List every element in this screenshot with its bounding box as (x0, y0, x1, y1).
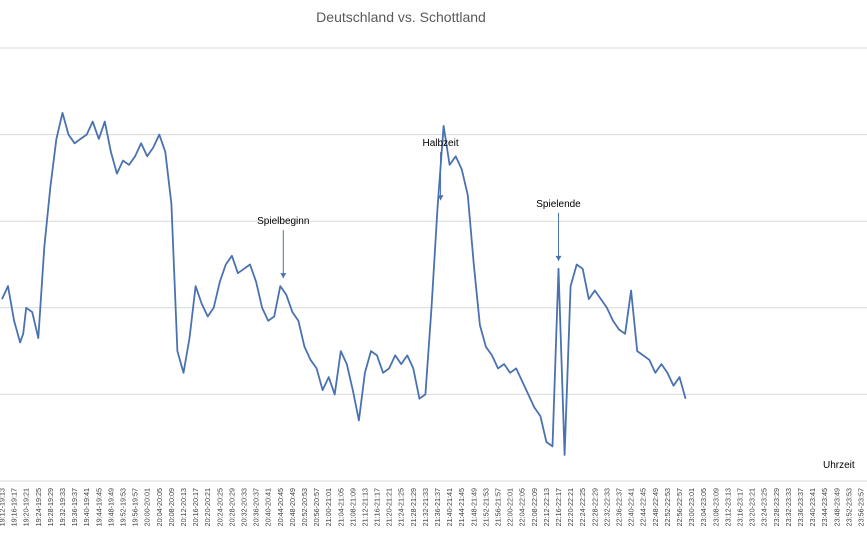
x-tick-label: 19:56-19:57 (131, 488, 140, 526)
x-tick-label: 23:08-23:09 (711, 488, 720, 526)
x-tick-label: 20:16-20:17 (191, 488, 200, 526)
x-tick-label: 23:16-23:17 (736, 488, 745, 526)
series-line (1, 112, 687, 456)
x-tick-label: 23:04-23:05 (699, 488, 708, 526)
x-tick-label: 21:52-21:53 (481, 488, 490, 526)
x-tick-label: 23:48-23:49 (832, 488, 841, 526)
x-tick-label: 21:24-21:25 (397, 488, 406, 526)
x-tick-label: 19:48-19:49 (106, 488, 115, 526)
x-tick-label: 23:36-23:37 (796, 488, 805, 526)
x-tick-label: 19:44-19:45 (94, 488, 103, 526)
x-tick-label: 20:12-20:13 (179, 488, 188, 526)
x-tick-label: 20:32-20:33 (240, 488, 249, 526)
annotation-arrowhead (280, 273, 287, 279)
x-tick-label: 21:32-21:33 (421, 488, 430, 526)
x-tick-label: 22:52-22:53 (663, 488, 672, 526)
x-tick-label: 20:24-20:25 (215, 488, 224, 526)
annotations: Spielbeginn Halbzeit Spielende (257, 138, 581, 279)
x-tick-label: 22:56-22:57 (675, 488, 684, 526)
x-tick-label: 23:44-23:45 (820, 488, 829, 526)
x-tick-label: 21:20-21:21 (385, 488, 394, 526)
x-tick-label: 21:08-21:09 (348, 488, 357, 526)
x-tick-label: 19:36-19:37 (70, 488, 79, 526)
x-tick-label: 19:24-19:25 (34, 488, 43, 526)
annotation-label: Spielbeginn (257, 216, 309, 227)
annotation-arrowhead (437, 195, 444, 201)
x-tick-label: 21:56-21:57 (494, 488, 503, 526)
x-tick-label: 21:36-21:37 (433, 488, 442, 526)
x-tick-label: 20:04-20:05 (155, 488, 164, 526)
x-tick-label: 19:28-19:29 (46, 488, 55, 526)
x-tick-label: 22:08-22:09 (530, 488, 539, 526)
x-tick-label: 21:48-21:49 (469, 488, 478, 526)
x-tick-label: 22:28-22:29 (590, 488, 599, 526)
annotation-label: Spielende (536, 199, 581, 210)
x-tick-label: 22:32-22:33 (602, 488, 611, 526)
chart-title: Deutschland vs. Schottland (316, 9, 486, 25)
x-tick-label: 22:20-22:21 (566, 488, 575, 526)
x-tick-label: 20:28-20:29 (227, 488, 236, 526)
x-tick-label: 23:32-23:33 (784, 488, 793, 526)
x-tick-label: 21:44-21:45 (457, 488, 466, 526)
x-tick-label: 20:08-20:09 (167, 488, 176, 526)
x-tick-label: 20:40-20:41 (264, 488, 273, 526)
x-tick-label: 23:40-23:41 (808, 488, 817, 526)
x-tick-label: 23:00-23:01 (687, 488, 696, 526)
annotation-label: Halbzeit (422, 138, 458, 149)
x-axis-tick-labels: 19:12-19:13 19:16-19:17 19:20-19:21 19:24-1… (0, 488, 866, 526)
x-tick-label: 20:44-20:45 (276, 488, 285, 526)
x-tick-label: 20:52-20:53 (300, 488, 309, 526)
x-tick-label: 22:16-22:17 (554, 488, 563, 526)
x-axis-label: Uhrzeit (823, 460, 855, 471)
x-tick-label: 19:40-19:41 (82, 488, 91, 526)
x-tick-label: 22:40-22:41 (627, 488, 636, 526)
x-tick-label: 20:20-20:21 (203, 488, 212, 526)
x-tick-label: 22:44-22:45 (639, 488, 648, 526)
x-tick-label: 20:00-20:01 (143, 488, 152, 526)
x-tick-label: 21:12-21:13 (360, 488, 369, 526)
x-tick-label: 20:36-20:37 (252, 488, 261, 526)
x-tick-label: 21:16-21:17 (373, 488, 382, 526)
x-tick-label: 22:04-22:05 (518, 488, 527, 526)
x-tick-label: 23:56-23:57 (857, 488, 866, 526)
x-tick-label: 23:28-23:29 (772, 488, 781, 526)
x-tick-label: 23:24-23:25 (760, 488, 769, 526)
annotation-arrowhead (555, 255, 562, 261)
x-tick-label: 19:32-19:33 (58, 488, 67, 526)
x-tick-label: 21:04-21:05 (336, 488, 345, 526)
x-tick-label: 19:52-19:53 (119, 488, 128, 526)
x-tick-label: 20:56-20:57 (312, 488, 321, 526)
x-tick-label: 23:52-23:53 (844, 488, 853, 526)
x-tick-label: 20:48-20:49 (288, 488, 297, 526)
x-tick-label: 19:20-19:21 (22, 488, 31, 526)
x-tick-label: 22:48-22:49 (651, 488, 660, 526)
x-tick-label: 19:16-19:17 (10, 488, 19, 526)
x-tick-label: 19:12-19:13 (0, 488, 7, 526)
x-tick-label: 23:12-23:13 (723, 488, 732, 526)
gridlines (0, 47, 867, 482)
x-tick-label: 22:00-22:01 (506, 488, 515, 526)
series-group (1, 112, 687, 456)
x-tick-label: 22:12-22:13 (542, 488, 551, 526)
x-tick-label: 22:24-22:25 (578, 488, 587, 526)
x-tick-label: 23:20-23:21 (748, 488, 757, 526)
x-tick-label: 21:00-21:01 (324, 488, 333, 526)
x-tick-label: 21:40-21:41 (445, 488, 454, 526)
x-tick-label: 21:28-21:29 (409, 488, 418, 526)
x-tick-label: 22:36-22:37 (615, 488, 624, 526)
